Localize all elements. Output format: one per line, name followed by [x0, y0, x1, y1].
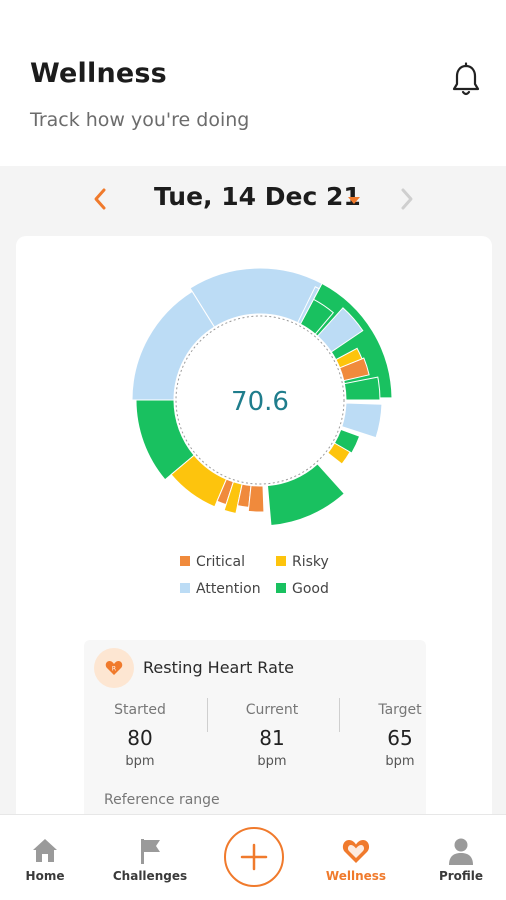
legend-item-risky: Risky [276, 554, 329, 570]
critical-swatch [180, 556, 190, 566]
current-stat: Current 81 bpm [222, 702, 322, 769]
stat-divider [339, 698, 340, 732]
svg-text:R: R [112, 666, 116, 673]
stat-unit: bpm [125, 754, 155, 769]
attention-swatch [180, 583, 190, 593]
metric-title: Resting Heart Rate [143, 658, 294, 677]
donut-segment-critical [339, 357, 370, 382]
donut-segment-critical [236, 483, 252, 508]
bottom-navigation: Home Challenges Wellness Profile [0, 814, 506, 900]
target-stat: Target 65 bpm [350, 702, 450, 769]
legend-label: Good [292, 581, 329, 597]
tab-label: Wellness [325, 869, 387, 883]
tab-challenges[interactable]: Challenges [100, 815, 200, 900]
donut-segment-good [266, 463, 346, 527]
wellness-card: 70.6 Critical Risky Attention Good R [16, 236, 492, 814]
reference-range-label: Reference range [104, 792, 220, 808]
donut-segment-attention [189, 267, 323, 328]
donut-segment-risky [335, 347, 363, 369]
stat-label: Started [114, 702, 166, 718]
donut-segment-attention [297, 286, 320, 325]
user-icon [449, 838, 473, 865]
next-day-button[interactable] [392, 182, 422, 216]
wellness-score-chart: 70.6 [131, 267, 393, 527]
page-subtitle: Track how you're doing [30, 109, 250, 131]
stat-divider [207, 698, 208, 732]
chevron-left-icon [94, 188, 106, 210]
tab-profile[interactable]: Profile [411, 815, 506, 900]
donut-segment-attention [316, 307, 364, 353]
donut-segment-good [299, 298, 334, 335]
tab-label: Home [25, 869, 65, 883]
page-title: Wellness [30, 58, 167, 89]
legend-label: Risky [292, 554, 329, 570]
tab-wellness[interactable]: Wellness [306, 815, 406, 900]
tab-home[interactable]: Home [0, 815, 95, 900]
heart-icon: R [105, 661, 123, 675]
chart-legend: Critical Risky Attention Good [180, 554, 350, 614]
selected-date[interactable]: Tue, 14 Dec 21 [154, 182, 361, 211]
donut-segment-risky [327, 442, 351, 465]
risky-swatch [276, 556, 286, 566]
heart-rate-badge: R [94, 648, 134, 688]
stat-value: 81 [259, 726, 285, 750]
donut-segment-risky [223, 481, 243, 515]
stat-unit: bpm [385, 754, 415, 769]
started-stat: Started 80 bpm [90, 702, 190, 769]
donut-segment-good [343, 376, 381, 401]
legend-item-critical: Critical [180, 554, 245, 570]
heart-icon [342, 840, 370, 863]
stat-value: 65 [387, 726, 413, 750]
stat-value: 80 [127, 726, 153, 750]
chevron-right-icon [401, 188, 413, 210]
donut-segment-attention [341, 402, 383, 439]
donut-segment-critical [216, 478, 235, 506]
donut-segment-attention [131, 290, 216, 401]
notifications-button[interactable] [450, 62, 482, 98]
legend-item-good: Good [276, 581, 329, 597]
donut-segment-good [135, 399, 195, 481]
wellness-score: 70.6 [231, 387, 289, 417]
legend-item-attention: Attention [180, 581, 261, 597]
donut-segment-risky [170, 454, 228, 508]
date-navigator: Tue, 14 Dec 21 [0, 166, 506, 234]
stat-label: Target [378, 702, 422, 718]
main-content: Tue, 14 Dec 21 70.6 Critical Risky [0, 166, 506, 814]
tab-label: Challenges [112, 869, 188, 883]
stat-label: Current [245, 702, 299, 718]
legend-label: Attention [196, 581, 261, 597]
previous-day-button[interactable] [86, 182, 116, 216]
bell-icon [452, 62, 480, 96]
tab-label: Profile [438, 869, 484, 883]
flag-icon [141, 839, 160, 864]
app-header: Wellness Track how you're doing [0, 0, 506, 166]
donut-segment-good [333, 428, 361, 454]
home-icon [33, 839, 57, 862]
legend-label: Critical [196, 554, 245, 570]
date-picker-button[interactable] [344, 192, 364, 206]
resting-heart-rate-card[interactable]: R Resting Heart Rate Started 80 bpm Curr… [84, 640, 426, 814]
plus-icon [240, 843, 268, 871]
stat-unit: bpm [257, 754, 287, 769]
caret-down-icon [348, 197, 360, 204]
donut-segment-critical [247, 484, 265, 513]
add-button[interactable] [224, 827, 284, 887]
good-swatch [276, 583, 286, 593]
